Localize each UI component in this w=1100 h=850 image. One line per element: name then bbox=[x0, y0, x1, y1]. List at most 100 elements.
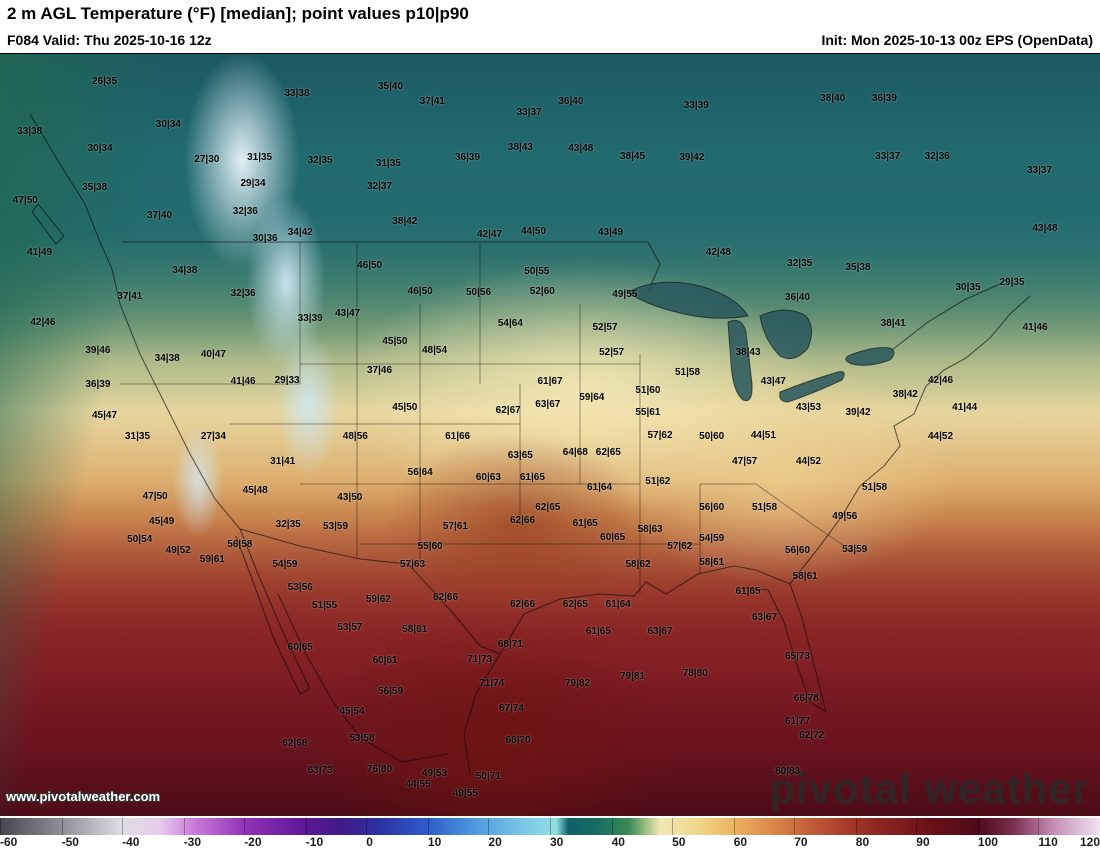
colorbar-tick-label: -50 bbox=[61, 835, 79, 849]
point-value: 45|48 bbox=[242, 484, 268, 496]
point-value: 32|37 bbox=[366, 180, 393, 192]
colorbar-tick-label: -60 bbox=[0, 835, 18, 849]
colorbar-tick-label: 60 bbox=[733, 835, 748, 849]
colorbar-tick-label: 30 bbox=[550, 835, 564, 849]
colorbar-tick bbox=[488, 818, 490, 836]
point-value: 50|71 bbox=[475, 771, 501, 783]
point-value: 71|73 bbox=[467, 653, 493, 665]
point-value: 60|65 bbox=[600, 531, 626, 543]
point-value: 43|48 bbox=[1032, 223, 1058, 235]
point-value: 30|36 bbox=[252, 233, 278, 245]
point-value: 58|61 bbox=[402, 624, 428, 636]
florida-peninsula bbox=[741, 569, 827, 714]
atlantic-coastline bbox=[789, 295, 1031, 585]
point-value: 50|56 bbox=[465, 287, 492, 299]
point-value: 45|50 bbox=[392, 401, 418, 413]
point-value: 76|80 bbox=[366, 763, 393, 775]
point-value: 29|35 bbox=[999, 277, 1025, 289]
point-value: 36|39 bbox=[85, 378, 111, 390]
point-value: 38|43 bbox=[735, 346, 761, 358]
map-borders bbox=[29, 113, 1031, 775]
point-value: 49|55 bbox=[612, 288, 638, 300]
point-value: 47|50 bbox=[142, 491, 168, 503]
colorbar-tick-label: 70 bbox=[794, 835, 808, 849]
point-value: 58|63 bbox=[637, 524, 663, 536]
point-value: 63|67 bbox=[751, 611, 778, 623]
colorbar-tick bbox=[244, 818, 246, 836]
point-value: 38|42 bbox=[892, 389, 918, 401]
point-value: 61|65 bbox=[519, 472, 545, 484]
point-value: 48|56 bbox=[342, 431, 368, 443]
valid-time-label: F084 Valid: Thu 2025-10-16 12z bbox=[7, 32, 212, 48]
point-value: 31|35 bbox=[124, 431, 151, 443]
colorbar bbox=[0, 818, 1100, 836]
colorbar-tick bbox=[1038, 818, 1040, 836]
gulf-coastline bbox=[499, 565, 757, 655]
colorbar-tick bbox=[0, 818, 1, 836]
colorbar-tick bbox=[916, 818, 918, 836]
colorbar-tick bbox=[366, 818, 368, 836]
point-value: 41|49 bbox=[27, 246, 53, 258]
colorbar-tick bbox=[427, 818, 429, 836]
colorbar-tick-label: -20 bbox=[244, 835, 262, 849]
point-value: 49|53 bbox=[421, 768, 448, 780]
point-value: 42|47 bbox=[476, 228, 503, 240]
point-value: 29|34 bbox=[240, 178, 266, 190]
point-value: 44|50 bbox=[520, 225, 547, 237]
colorbar-tick-label: 10 bbox=[427, 835, 442, 849]
point-value: 46|50 bbox=[357, 259, 383, 271]
point-value: 55|61 bbox=[635, 406, 661, 418]
point-value: 32|36 bbox=[232, 206, 258, 218]
point-value: 58|61 bbox=[792, 570, 818, 582]
colorbar-tick bbox=[611, 818, 613, 836]
point-value: 64|68 bbox=[562, 446, 588, 458]
point-value: 34|38 bbox=[154, 352, 180, 364]
colorbar-tick bbox=[550, 818, 551, 836]
point-value: 31|35 bbox=[247, 151, 273, 163]
point-value: 33|37 bbox=[875, 150, 901, 162]
point-value: 44|55 bbox=[405, 778, 431, 790]
point-value: 33|37 bbox=[516, 107, 542, 119]
point-value: 34|42 bbox=[287, 227, 313, 239]
point-value: 42|48 bbox=[705, 246, 731, 258]
point-value: 49|55 bbox=[452, 787, 478, 799]
colorbar-tick-label: 120 bbox=[1079, 835, 1100, 849]
point-value: 45|50 bbox=[382, 336, 408, 348]
point-value: 52|57 bbox=[592, 321, 618, 333]
init-time-label: Init: Mon 2025-10-13 00z EPS (OpenData) bbox=[821, 32, 1093, 48]
point-value: 57|61 bbox=[442, 521, 468, 533]
colorbar-tick-label: 0 bbox=[366, 835, 373, 849]
point-value: 51|58 bbox=[674, 366, 701, 378]
colorbar-tick-labels: -60 -50 -40 -30 -20 -10 0 10 20 30 40 50 60 70 80 90 100… bbox=[0, 835, 1100, 850]
point-value: 58|61 bbox=[699, 557, 725, 569]
point-value: 50|55 bbox=[524, 265, 550, 277]
point-value: 61|77 bbox=[784, 715, 811, 727]
st-lawrence bbox=[891, 283, 1001, 351]
point-value: 62|66 bbox=[509, 598, 536, 610]
point-value: 56|59 bbox=[377, 685, 404, 697]
lake-erie bbox=[779, 371, 845, 403]
point-value: 43|53 bbox=[795, 402, 822, 414]
point-value: 51|58 bbox=[751, 502, 778, 514]
point-value: 53|59 bbox=[322, 521, 349, 533]
point-value: 40|47 bbox=[200, 348, 226, 360]
point-value: 56|60 bbox=[784, 544, 811, 556]
point-value: 59|61 bbox=[199, 553, 225, 565]
colorbar-tick-label: 50 bbox=[672, 835, 686, 849]
point-value: 62|65 bbox=[595, 446, 621, 458]
point-value: 37|46 bbox=[366, 364, 393, 376]
point-value: 55|60 bbox=[417, 541, 443, 552]
lake-michigan bbox=[727, 319, 753, 402]
brand-logo: pivotal weather bbox=[769, 765, 1090, 812]
point-value: 58|62 bbox=[625, 559, 651, 571]
point-value: 34|38 bbox=[172, 265, 198, 277]
weather-map[interactable]: 26|35 33|38 35|40 37|41 33|37 36|40 33|39 38|40… bbox=[0, 53, 1100, 816]
lake-ontario bbox=[845, 347, 895, 366]
point-value: 30|34 bbox=[87, 143, 113, 155]
point-value: 57|62 bbox=[647, 429, 673, 441]
point-value: 43|50 bbox=[337, 492, 363, 504]
colorbar-tick bbox=[305, 818, 307, 836]
point-value: 33|38 bbox=[284, 87, 310, 99]
point-value: 61|67 bbox=[537, 375, 563, 387]
point-value: 48|54 bbox=[421, 345, 448, 357]
